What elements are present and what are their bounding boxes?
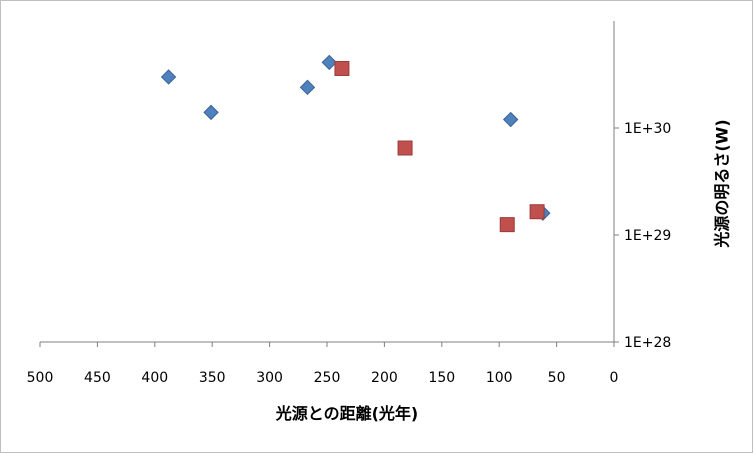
x-tick-label: 100 [486,370,513,386]
data-points [160,54,551,233]
data-point-diamond [160,69,177,85]
y-tick-label: 1E+28 [624,335,671,351]
y-axis-title: 光源の明るさ(W) [713,119,732,248]
data-point-diamond [203,104,219,121]
x-tick-label: 300 [256,370,283,386]
x-tick-label: 450 [84,370,111,386]
ticks: 500 450 400 350 300 250 200 150 100 50 01E+281E+29… [27,121,672,386]
axes [40,21,615,343]
x-axis-title: 光源との距離(光年) [275,404,418,423]
data-point-square [397,140,413,156]
x-tick-label: 200 [371,370,398,386]
data-point-diamond [321,54,338,71]
data-point-square [499,217,515,233]
x-tick-label: 350 [199,370,226,386]
x-tick-label: 500 [27,370,54,386]
data-point-square [334,60,350,76]
x-tick-label: 150 [428,370,455,386]
y-tick-label: 1E+30 [624,121,671,137]
y-tick-label: 1E+29 [624,228,671,244]
x-tick-label: 50 [548,370,566,386]
x-tick-label: 250 [314,370,341,386]
data-point-square [529,204,545,220]
x-tick-label: 400 [141,370,168,386]
data-point-diamond [502,111,519,128]
data-point-diamond [299,79,316,96]
x-tick-label: 0 [610,370,619,386]
